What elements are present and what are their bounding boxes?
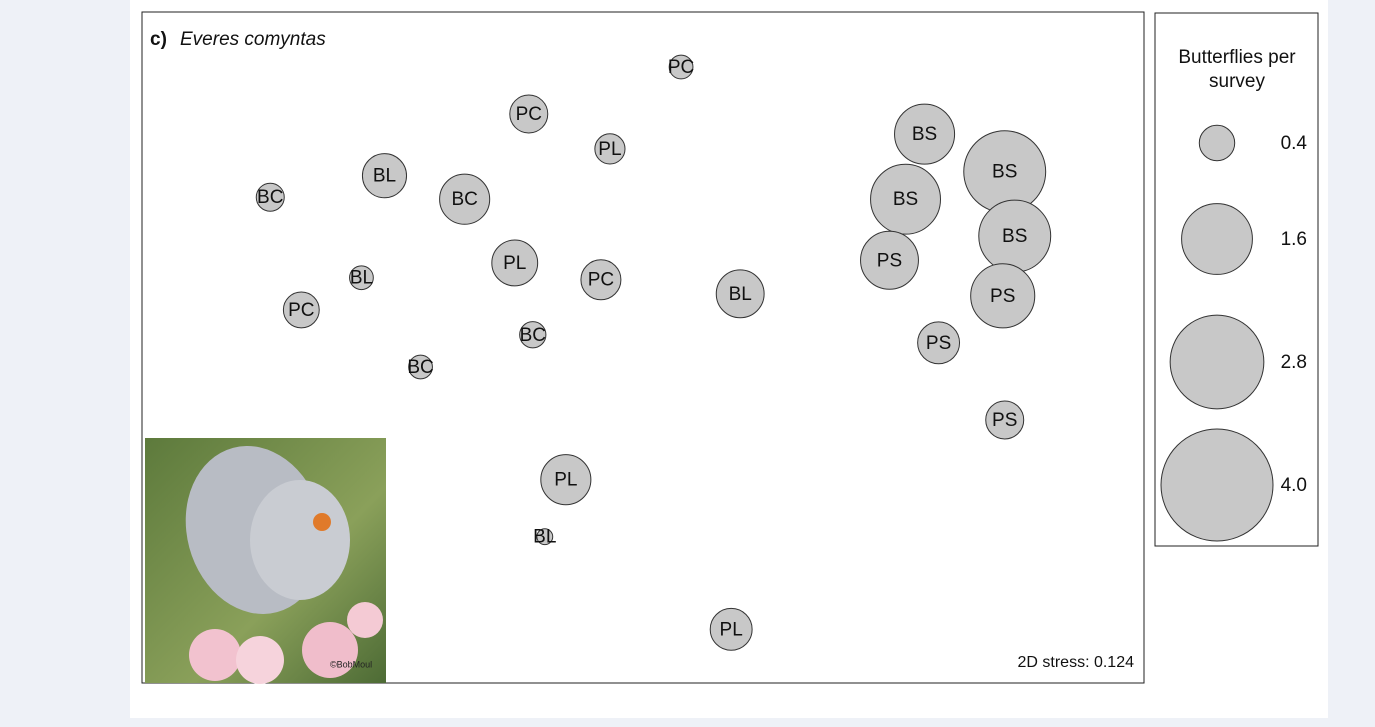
legend-bubble	[1160, 428, 1274, 542]
bubble-label: PL	[554, 470, 577, 491]
bubble-label: PL	[503, 253, 526, 274]
bubble	[894, 103, 956, 165]
bubble-label: BL	[729, 284, 752, 305]
bubble-label: PS	[990, 286, 1015, 307]
bubble-label: PC	[668, 57, 694, 78]
bubble	[536, 528, 554, 546]
legend-bubble	[1198, 124, 1236, 162]
stress-annotation: 2D stress: 0.124	[1018, 654, 1135, 671]
bubble-label: BS	[992, 162, 1017, 183]
bubble-label: PL	[720, 619, 743, 640]
bubble-label: PS	[926, 333, 951, 354]
bubble-label: BC	[451, 189, 477, 210]
bubble-label: BS	[912, 124, 937, 145]
bubble	[860, 230, 919, 290]
bubble-label: BL	[350, 268, 373, 289]
bubble	[715, 269, 765, 319]
svg-text:©BobMoul: ©BobMoul	[330, 659, 372, 669]
bubble	[282, 291, 320, 329]
legend-bubble	[1181, 203, 1253, 275]
bubble-label: PL	[598, 139, 621, 160]
bubble-label: BC	[520, 325, 546, 346]
legend-title: Butterflies per survey	[1178, 47, 1296, 92]
panel-label: c)	[150, 29, 167, 50]
bubble-label: BC	[407, 357, 433, 378]
bubble-label: BL	[533, 527, 556, 548]
bubble	[408, 354, 433, 380]
bubble	[580, 259, 622, 301]
bubble-label: BS	[1002, 226, 1027, 247]
legend-label: 4.0	[1281, 475, 1307, 496]
bubble	[509, 94, 549, 134]
chart-title: Everes comyntas	[180, 29, 326, 50]
bubble	[594, 133, 626, 165]
bubble	[255, 182, 285, 212]
bubble-label: PC	[588, 270, 614, 291]
legend-label: 1.6	[1281, 229, 1307, 250]
butterfly-photo: ©BobMoul	[145, 438, 386, 684]
bubble	[668, 54, 694, 80]
bubble	[540, 454, 592, 506]
bubble-label: BC	[257, 187, 283, 208]
bubble	[491, 239, 539, 287]
bubble	[709, 607, 753, 651]
bubble-label: BL	[373, 166, 396, 187]
bubble	[985, 400, 1025, 440]
bubble-label: PC	[288, 300, 314, 321]
bubble	[361, 153, 408, 199]
bubble-label: PS	[877, 250, 902, 271]
legend-label: 2.8	[1281, 352, 1307, 373]
bubble-label: PS	[992, 410, 1017, 431]
bubble	[970, 263, 1036, 329]
bubble	[439, 173, 491, 225]
bubble	[349, 265, 374, 291]
bubble	[870, 163, 941, 235]
bubble	[519, 321, 547, 349]
bubble-label: PC	[516, 104, 542, 125]
bubble	[917, 321, 961, 365]
legend-bubble	[1169, 314, 1265, 410]
bubble-label: BS	[893, 189, 918, 210]
legend-label: 0.4	[1281, 133, 1308, 154]
